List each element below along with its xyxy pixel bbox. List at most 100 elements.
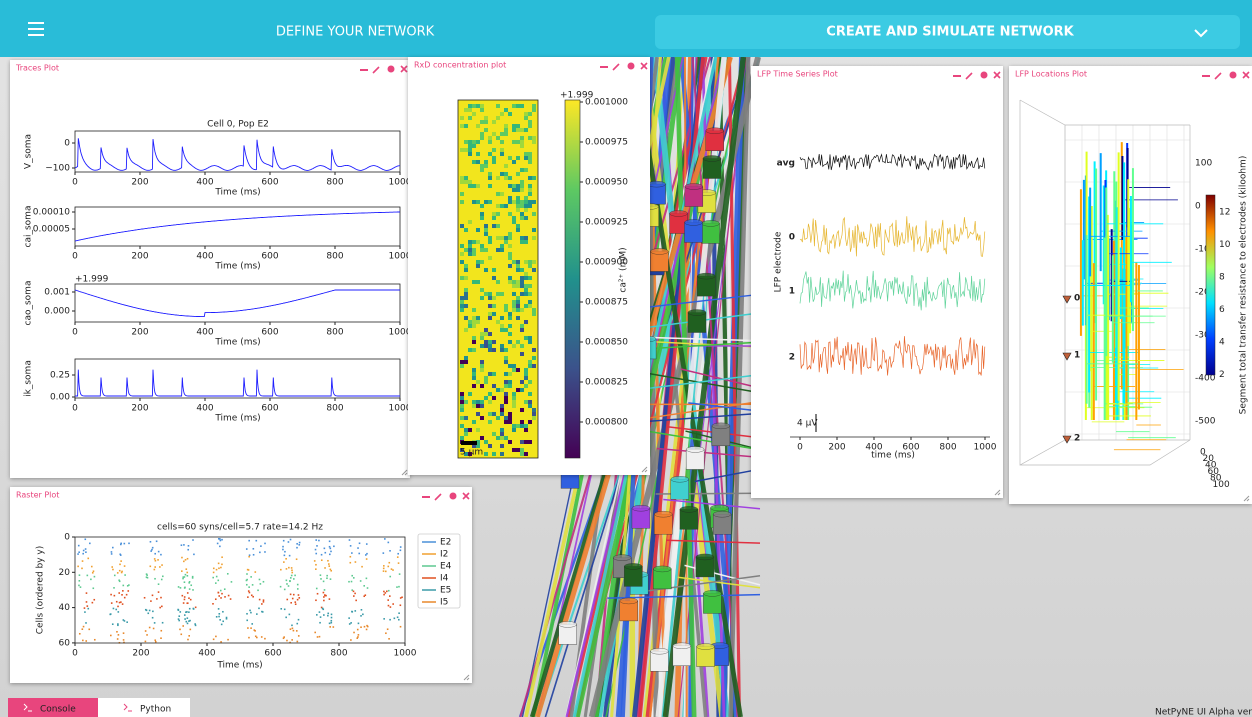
heatmap-cell bbox=[484, 344, 488, 348]
spike bbox=[330, 578, 332, 580]
heatmap-cell bbox=[500, 244, 504, 248]
spike bbox=[383, 565, 385, 567]
heatmap-cell bbox=[512, 404, 516, 408]
colorbar-tick-label: 4 bbox=[1219, 338, 1225, 348]
spike bbox=[261, 636, 263, 638]
y-tick-label: 40 bbox=[59, 603, 71, 613]
heatmap-cell bbox=[496, 236, 500, 240]
heatmap-cell bbox=[504, 400, 508, 404]
heatmap-cell bbox=[532, 136, 536, 140]
heatmap-cell bbox=[528, 160, 532, 164]
spike bbox=[116, 631, 118, 633]
heatmap-cell bbox=[496, 320, 500, 324]
colorbar-tick-label: 0.000875 bbox=[585, 298, 628, 308]
minimize-button[interactable] bbox=[422, 496, 430, 498]
heatmap-cell bbox=[464, 328, 468, 332]
spike bbox=[218, 563, 220, 565]
spike bbox=[331, 622, 333, 624]
heatmap-cell bbox=[504, 380, 508, 384]
spike bbox=[178, 586, 180, 588]
spike bbox=[280, 569, 282, 571]
heatmap-cell bbox=[472, 248, 476, 252]
minimize-button[interactable] bbox=[953, 75, 961, 77]
heatmap-cell bbox=[508, 244, 512, 248]
minimize-button[interactable] bbox=[360, 69, 368, 71]
heatmap-cell bbox=[512, 140, 516, 144]
menu-icon[interactable] bbox=[28, 34, 44, 36]
spike bbox=[117, 606, 119, 608]
reset-button[interactable] bbox=[1230, 72, 1237, 79]
heatmap-cell bbox=[468, 392, 472, 396]
spike bbox=[112, 569, 114, 571]
heatmap-cell bbox=[468, 320, 472, 324]
heatmap-cell bbox=[532, 312, 536, 316]
minimize-button[interactable] bbox=[600, 66, 608, 68]
heatmap-cell bbox=[524, 424, 528, 428]
menu-icon[interactable] bbox=[28, 28, 44, 30]
spike bbox=[185, 568, 187, 570]
spike bbox=[255, 635, 257, 637]
heatmap-cell bbox=[528, 264, 532, 268]
scalebar-label: 5 μm bbox=[460, 448, 483, 458]
minimize-button[interactable] bbox=[1202, 75, 1210, 77]
spike bbox=[361, 609, 363, 611]
heatmap-cell bbox=[496, 388, 500, 392]
heatmap-cell bbox=[492, 452, 496, 456]
heatmap-cell bbox=[472, 336, 476, 340]
heatmap-cell bbox=[512, 284, 516, 288]
spike bbox=[121, 594, 123, 596]
heatmap-cell bbox=[480, 260, 484, 264]
heatmap-cell bbox=[520, 308, 524, 312]
spike bbox=[195, 607, 197, 609]
heatmap-cell bbox=[460, 192, 464, 196]
spike bbox=[192, 539, 194, 541]
spike bbox=[290, 539, 292, 541]
spike bbox=[116, 601, 118, 603]
spike bbox=[228, 595, 230, 597]
heatmap-cell bbox=[492, 412, 496, 416]
heatmap-cell bbox=[484, 292, 488, 296]
spike bbox=[285, 617, 287, 619]
z-tick-label: -500 bbox=[1195, 417, 1216, 427]
heatmap-cell bbox=[516, 124, 520, 128]
menu-icon[interactable] bbox=[28, 22, 44, 24]
spike bbox=[291, 572, 293, 574]
spike bbox=[329, 598, 331, 600]
reset-button[interactable] bbox=[388, 66, 395, 73]
python-tab-label[interactable]: Python bbox=[140, 705, 171, 715]
reset-button[interactable] bbox=[450, 493, 457, 500]
legend-label: I2 bbox=[440, 550, 448, 560]
console-tab-label[interactable]: Console bbox=[40, 705, 76, 715]
tab-define-network[interactable]: DEFINE YOUR NETWORK bbox=[276, 25, 435, 40]
heatmap-cell bbox=[516, 172, 520, 176]
heatmap-cell bbox=[468, 108, 472, 112]
tab-create-simulate[interactable]: CREATE AND SIMULATE NETWORK bbox=[826, 25, 1074, 40]
reset-button[interactable] bbox=[628, 63, 635, 70]
x-tick-label: 200 bbox=[828, 443, 845, 453]
x-tick-label: 1000 bbox=[394, 649, 417, 659]
heatmap-cell bbox=[488, 304, 492, 308]
panel-title: Traces Plot bbox=[15, 64, 59, 73]
heatmap-cell bbox=[500, 236, 504, 240]
spike bbox=[333, 545, 335, 547]
x-tick-label: 1000 bbox=[974, 443, 997, 453]
heatmap-cell bbox=[480, 368, 484, 372]
heatmap-cell bbox=[460, 116, 464, 120]
heatmap-cell bbox=[484, 232, 488, 236]
heatmap-cell bbox=[504, 396, 508, 400]
heatmap-cell bbox=[520, 388, 524, 392]
heatmap-cell bbox=[520, 136, 524, 140]
heatmap-cell bbox=[472, 200, 476, 204]
spike bbox=[291, 639, 293, 641]
spike bbox=[117, 623, 119, 625]
heatmap-cell bbox=[528, 152, 532, 156]
reset-button[interactable] bbox=[981, 72, 988, 79]
heatmap-cell bbox=[524, 400, 528, 404]
spike bbox=[316, 614, 318, 616]
heatmap-cell bbox=[468, 348, 472, 352]
soma-cap bbox=[620, 598, 638, 604]
spike bbox=[291, 567, 293, 569]
heatmap-cell bbox=[504, 360, 508, 364]
spike bbox=[79, 580, 81, 582]
spike bbox=[160, 554, 162, 556]
